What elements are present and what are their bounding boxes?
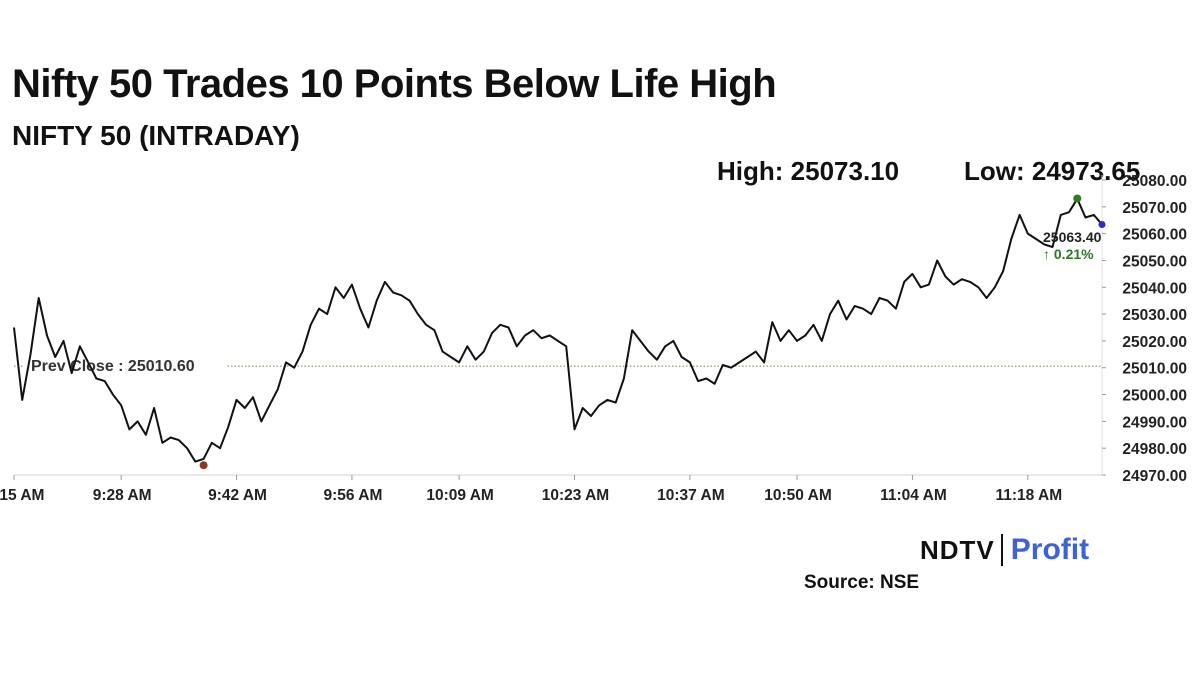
brand-ndtv-text: NDTV: [920, 534, 995, 565]
y-tick-label: 25070.00: [1122, 200, 1187, 217]
y-tick-label: 25080.00: [1122, 173, 1187, 190]
last-price-label: 25063.40: [1043, 229, 1102, 245]
y-tick-label: 25000.00: [1122, 388, 1187, 405]
low-label: Low: 24973.65: [964, 156, 1141, 186]
source-note: Source: NSE: [804, 572, 920, 593]
y-tick-label: 24970.00: [1122, 468, 1187, 485]
headline: Nifty 50 Trades 10 Points Below Life Hig…: [12, 62, 777, 106]
x-tick-label: 9:28 AM: [93, 487, 152, 504]
x-tick-label: 10:37 AM: [657, 487, 724, 504]
x-tick-label: 9:42 AM: [208, 487, 267, 504]
y-tick-label: 24980.00: [1122, 441, 1187, 458]
y-tick-label: 24990.00: [1122, 414, 1187, 431]
x-tick-label: 9:56 AM: [324, 487, 383, 504]
x-tick-label: 11:18 AM: [996, 487, 1063, 504]
brand-divider: [1000, 534, 1003, 566]
high-label: High: 25073.10: [717, 156, 900, 186]
y-tick-label: 25030.00: [1122, 307, 1187, 324]
y-tick-label: 25050.00: [1122, 253, 1187, 270]
last-price-marker: [1098, 221, 1106, 229]
x-tick-label: 10:09 AM: [426, 487, 493, 504]
brand-logo: NDTV Profit: [920, 530, 1089, 570]
x-tick-label: 10:23 AM: [542, 487, 609, 504]
chart-subtitle: NIFTY 50 (INTRADAY): [12, 120, 300, 151]
y-tick-label: 25060.00: [1122, 227, 1187, 244]
x-tick-label: 9:15 AM: [0, 487, 44, 504]
x-tick-label: 10:50 AM: [764, 487, 831, 504]
y-tick-label: 25040.00: [1122, 280, 1187, 297]
prev-close-label-bg: [24, 355, 226, 376]
price-line: [13, 197, 1103, 463]
y-tick-label: 25010.00: [1122, 361, 1187, 378]
high-marker: [1073, 194, 1082, 203]
prev-close-label: Prev Close : 25010.60: [31, 358, 195, 375]
x-tick-label: 11:04 AM: [880, 487, 947, 504]
price-change-label: ↑ 0.21%: [1043, 246, 1094, 262]
brand-profit-text: Profit: [1010, 533, 1090, 566]
y-tick-label: 25020.00: [1122, 334, 1187, 351]
low-marker: [199, 461, 208, 470]
